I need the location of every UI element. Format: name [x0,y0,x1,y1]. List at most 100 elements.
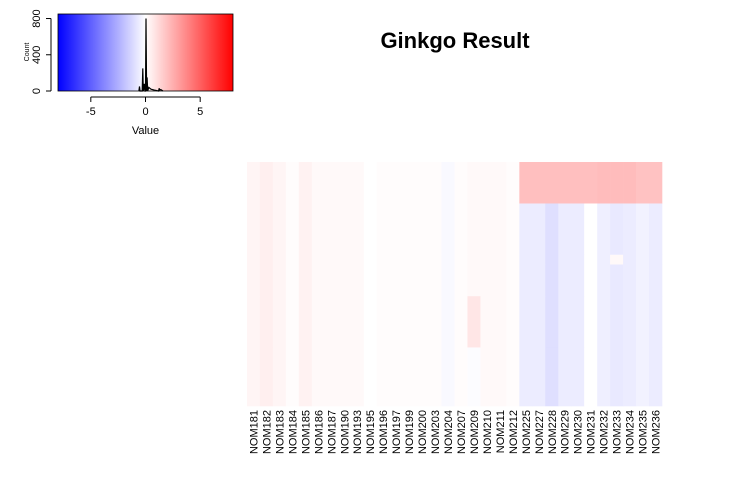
heatmap-cell [519,203,533,256]
heatmap-cell [389,254,403,265]
heatmap-cell [272,254,287,265]
heatmap-cell [610,203,624,256]
heatmap-cell [636,254,650,265]
heatmap-cell [428,264,442,297]
heatmap-cell [610,264,624,297]
heatmap-cell [558,264,572,297]
heatmap-cell [584,203,598,256]
heatmap-cell [259,347,274,407]
heatmap-cell [493,254,507,265]
heatmap-cell [545,203,559,256]
column-label: NOM227 [534,410,546,454]
heatmap-cell [480,203,494,256]
heatmap-cell [597,203,611,256]
heatmap-cell [636,347,650,407]
heatmap-cell [597,347,611,407]
heatmap-cell [467,296,481,348]
heatmap-cell [558,254,572,265]
x-tick-label: 5 [197,106,203,118]
heatmap-cell [558,203,572,256]
column-label: NOM235 [638,410,650,454]
heatmap-cell [545,162,559,204]
heatmap-cell [415,264,429,297]
heatmap-cell [584,254,598,265]
heatmap-cell [506,347,520,407]
y-tick-label: 800 [31,9,43,27]
heatmap-cell [610,254,624,265]
heatmap-cell [311,296,326,348]
heatmap-cell [259,254,274,265]
heatmap-cell [272,162,287,204]
column-label: NOM211 [495,410,507,453]
column-label: NOM234 [625,410,637,454]
heatmap-cell [363,203,377,256]
heatmap-cell [532,254,546,265]
column-label: NOM186 [313,410,325,454]
heatmap-cell [623,296,637,348]
heatmap-cell [376,162,390,204]
column-label: NOM212 [508,410,520,454]
heatmap-cell [532,203,546,256]
heatmap-cell [389,347,403,407]
heatmap-cell [428,162,442,204]
heatmap-cell [285,203,300,256]
heatmap-cell [623,203,637,256]
heatmap-cell [623,347,637,407]
heatmap-cell [441,203,455,256]
y-tick-label: 0 [31,88,43,94]
column-label: NOM230 [573,410,585,454]
heatmap-cell [493,264,507,297]
heatmap-cell [285,162,300,204]
heatmap-cell [311,203,326,256]
heatmap-cell [558,296,572,348]
heatmap-cell [298,264,313,297]
heatmap-cell [350,264,365,297]
heatmap-cell [350,162,365,204]
heatmap-cell [415,203,429,256]
column-label: NOM181 [248,410,260,454]
heatmap-cell [272,203,287,256]
heatmap-cell [350,254,365,265]
heatmap-cell [415,296,429,348]
heatmap-cell [259,296,274,348]
heatmap-cell [636,162,650,204]
chart-title: Ginkgo Result [380,28,530,53]
heatmap-cell [441,347,455,407]
heatmap-cell [441,264,455,297]
heatmap-cell [350,296,365,348]
heatmap-cell [337,296,352,348]
heatmap-cell [350,347,365,407]
heatmap-cell [415,162,429,204]
heatmap-cell [441,296,455,348]
heatmap-cell [480,347,494,407]
heatmap-cell [428,296,442,348]
heatmap-cell [649,203,663,256]
heatmap-cell [584,162,598,204]
heatmap-cell [285,254,300,265]
column-label: NOM183 [274,410,286,454]
heatmap-cell [402,347,416,407]
heatmap-cell [467,203,481,256]
column-label: NOM200 [417,410,429,454]
column-label: NOM209 [469,410,481,454]
heatmap-cell [545,296,559,348]
heatmap-cell [428,254,442,265]
heatmap-cell [428,347,442,407]
heatmap-cell [324,296,339,348]
heatmap-cell [259,162,274,204]
heatmap-cell [649,264,663,297]
heatmap-cell [519,264,533,297]
histogram-line [138,18,164,92]
heatmap-cell [571,203,585,256]
heatmap-cell [311,347,326,407]
heatmap-cell [363,162,377,204]
heatmap-cell [337,203,352,256]
heatmap-cell [649,162,663,204]
heatmap-cell [467,254,481,265]
heatmap-cell [259,203,274,256]
heatmap-cell [467,162,481,204]
heatmap-cell [493,162,507,204]
heatmap-cell [376,296,390,348]
heatmap-cell [454,254,468,265]
heatmap-cell [467,264,481,297]
